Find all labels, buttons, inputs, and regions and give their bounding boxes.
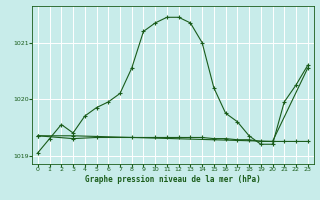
X-axis label: Graphe pression niveau de la mer (hPa): Graphe pression niveau de la mer (hPa)	[85, 175, 261, 184]
